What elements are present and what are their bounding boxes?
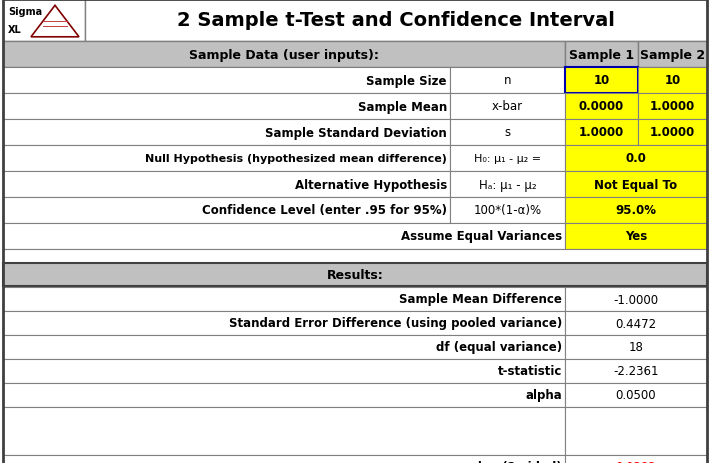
Bar xyxy=(638,68,707,94)
Bar xyxy=(565,198,707,224)
Text: 0.0382: 0.0382 xyxy=(616,461,656,463)
Text: Null Hypothesis (hypothesized mean difference): Null Hypothesis (hypothesized mean diffe… xyxy=(145,154,447,163)
Text: Standard Error Difference (using pooled variance): Standard Error Difference (using pooled … xyxy=(229,317,562,330)
Text: 2 Sample t-Test and Confidence Interval: 2 Sample t-Test and Confidence Interval xyxy=(177,12,615,31)
Bar xyxy=(3,94,450,120)
Text: Sample Standard Deviation: Sample Standard Deviation xyxy=(266,126,447,139)
Bar xyxy=(565,68,638,94)
Text: -1.0000: -1.0000 xyxy=(613,293,659,306)
Bar xyxy=(638,120,707,146)
Text: n: n xyxy=(504,75,511,88)
Text: 95.0%: 95.0% xyxy=(616,204,657,217)
Bar xyxy=(565,311,707,335)
Bar xyxy=(3,250,707,263)
Text: df (equal variance): df (equal variance) xyxy=(436,341,562,354)
Bar xyxy=(450,120,565,146)
Bar xyxy=(565,120,638,146)
Bar xyxy=(565,335,707,359)
Bar xyxy=(3,455,565,463)
Bar xyxy=(565,288,707,311)
Text: s: s xyxy=(504,126,510,139)
Text: 1.0000: 1.0000 xyxy=(650,126,695,139)
Polygon shape xyxy=(31,6,79,38)
Text: Sample Size: Sample Size xyxy=(366,75,447,88)
Text: 1.0000: 1.0000 xyxy=(579,126,624,139)
Bar xyxy=(638,42,707,68)
Bar xyxy=(565,224,707,250)
Bar xyxy=(565,94,638,120)
Text: 10: 10 xyxy=(665,75,681,88)
Bar xyxy=(565,359,707,383)
Text: H₀: μ₁ - μ₂ =: H₀: μ₁ - μ₂ = xyxy=(474,154,541,163)
Text: -2.2361: -2.2361 xyxy=(613,365,659,378)
Bar xyxy=(3,407,565,455)
Text: Confidence Level (enter .95 for 95%): Confidence Level (enter .95 for 95%) xyxy=(202,204,447,217)
Text: Alternative Hypothesis: Alternative Hypothesis xyxy=(295,178,447,191)
Text: Sample Mean: Sample Mean xyxy=(358,100,447,113)
Text: Sample 2: Sample 2 xyxy=(640,49,705,62)
Text: alpha: alpha xyxy=(525,388,562,401)
Bar xyxy=(450,68,565,94)
Bar xyxy=(638,94,707,120)
Text: x-bar: x-bar xyxy=(492,100,523,113)
Bar xyxy=(450,198,565,224)
Bar xyxy=(3,68,450,94)
Bar xyxy=(565,42,638,68)
Bar xyxy=(3,288,565,311)
Text: p-value (2-sided): p-value (2-sided) xyxy=(449,461,562,463)
Bar xyxy=(3,146,450,172)
Text: 0.0: 0.0 xyxy=(626,152,646,165)
Bar xyxy=(565,455,707,463)
Bar xyxy=(3,0,85,42)
Text: Results:: Results: xyxy=(327,269,383,282)
Bar xyxy=(3,311,565,335)
Text: 10: 10 xyxy=(594,75,610,88)
Text: 1.0000: 1.0000 xyxy=(650,100,695,113)
Text: 0.0500: 0.0500 xyxy=(616,388,656,401)
Bar xyxy=(450,146,565,172)
Bar xyxy=(450,94,565,120)
Bar xyxy=(565,383,707,407)
Bar xyxy=(3,335,565,359)
Bar xyxy=(3,263,707,287)
Text: 100*(1-α)%: 100*(1-α)% xyxy=(474,204,542,217)
Bar xyxy=(3,383,565,407)
Bar xyxy=(3,359,565,383)
Text: t-statistic: t-statistic xyxy=(498,365,562,378)
Bar xyxy=(3,198,450,224)
Text: 0.4472: 0.4472 xyxy=(616,317,657,330)
Text: Sample Data (user inputs):: Sample Data (user inputs): xyxy=(189,49,379,62)
Text: Sample 1: Sample 1 xyxy=(569,49,634,62)
Bar xyxy=(3,172,450,198)
Text: Yes: Yes xyxy=(625,230,647,243)
Text: 0.0000: 0.0000 xyxy=(579,100,624,113)
Bar xyxy=(565,172,707,198)
Bar xyxy=(85,0,707,42)
Text: Hₐ: μ₁ - μ₂: Hₐ: μ₁ - μ₂ xyxy=(479,178,536,191)
Text: 18: 18 xyxy=(628,341,643,354)
Bar xyxy=(3,120,450,146)
Text: Sample Mean Difference: Sample Mean Difference xyxy=(399,293,562,306)
Bar xyxy=(3,224,565,250)
Bar xyxy=(3,42,565,68)
Bar xyxy=(565,146,707,172)
Text: Assume Equal Variances: Assume Equal Variances xyxy=(401,230,562,243)
Bar xyxy=(565,407,707,455)
Bar xyxy=(450,172,565,198)
Text: Not Equal To: Not Equal To xyxy=(594,178,677,191)
Text: XL: XL xyxy=(8,25,22,35)
Text: Sigma: Sigma xyxy=(8,7,42,17)
